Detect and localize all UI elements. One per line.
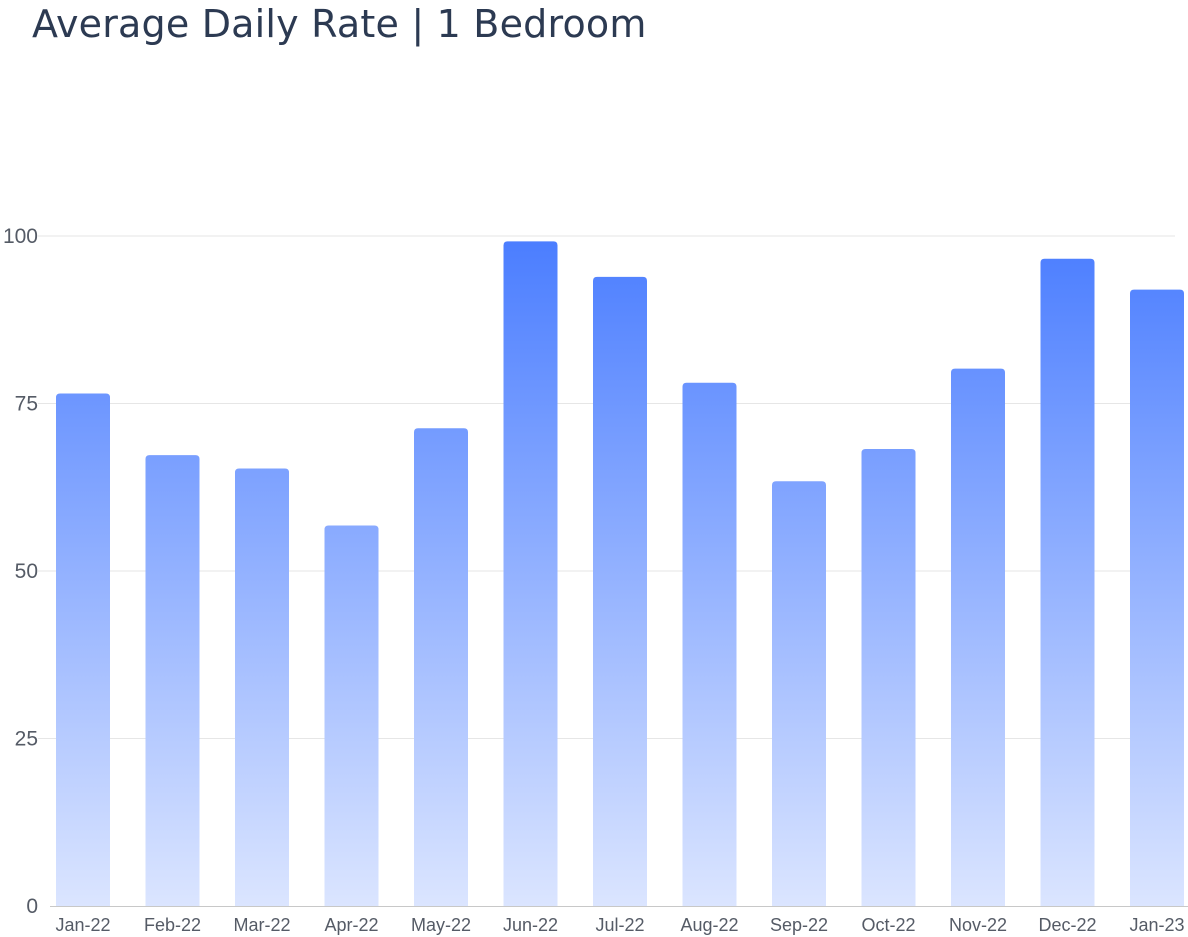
- bar-may-22: [414, 428, 468, 906]
- y-axis-ticks: 0 25 50 75 100: [3, 225, 38, 918]
- bar-jul-22: [593, 276, 647, 906]
- bar-mar-22: [235, 468, 289, 906]
- x-tick-label: Jan-23: [1129, 915, 1184, 935]
- bar-apr-22: [324, 525, 379, 906]
- bars: [56, 241, 1184, 907]
- x-tick-label: Jun-22: [503, 915, 558, 935]
- x-tick-label: Nov-22: [949, 915, 1007, 935]
- x-tick-label: Jan-22: [55, 915, 110, 935]
- x-tick-label: Mar-22: [233, 915, 290, 935]
- bar-feb-22: [145, 455, 200, 906]
- x-tick-label: Oct-22: [861, 915, 915, 935]
- x-tick-label: May-22: [411, 915, 471, 935]
- chart-title: Average Daily Rate | 1 Bedroom: [32, 2, 647, 46]
- bar-jun-22: [503, 241, 558, 907]
- bar-jan-22: [56, 393, 110, 906]
- x-tick-label: Aug-22: [680, 915, 738, 935]
- bar-aug-22: [682, 382, 737, 907]
- x-tick-label: Sep-22: [770, 915, 828, 935]
- x-axis-ticks: Jan-22 Feb-22 Mar-22 Apr-22 May-22 Jun-22 Jul-…: [55, 915, 1184, 935]
- bar-nov-22: [951, 368, 1005, 906]
- bar-dec-22: [1040, 258, 1095, 906]
- bar-oct-22: [861, 449, 916, 906]
- x-tick-label: Jul-22: [595, 915, 644, 935]
- y-tick-label: 50: [15, 560, 38, 583]
- y-tick-label: 100: [3, 225, 38, 248]
- x-tick-label: Apr-22: [324, 915, 378, 935]
- x-tick-label: Dec-22: [1038, 915, 1096, 935]
- y-tick-label: 0: [26, 895, 38, 918]
- x-tick-label: Feb-22: [144, 915, 201, 935]
- bar-jan-23: [1130, 289, 1184, 907]
- y-tick-label: 75: [15, 393, 38, 416]
- y-tick-label: 25: [15, 728, 38, 751]
- bar-sep-22: [772, 481, 826, 906]
